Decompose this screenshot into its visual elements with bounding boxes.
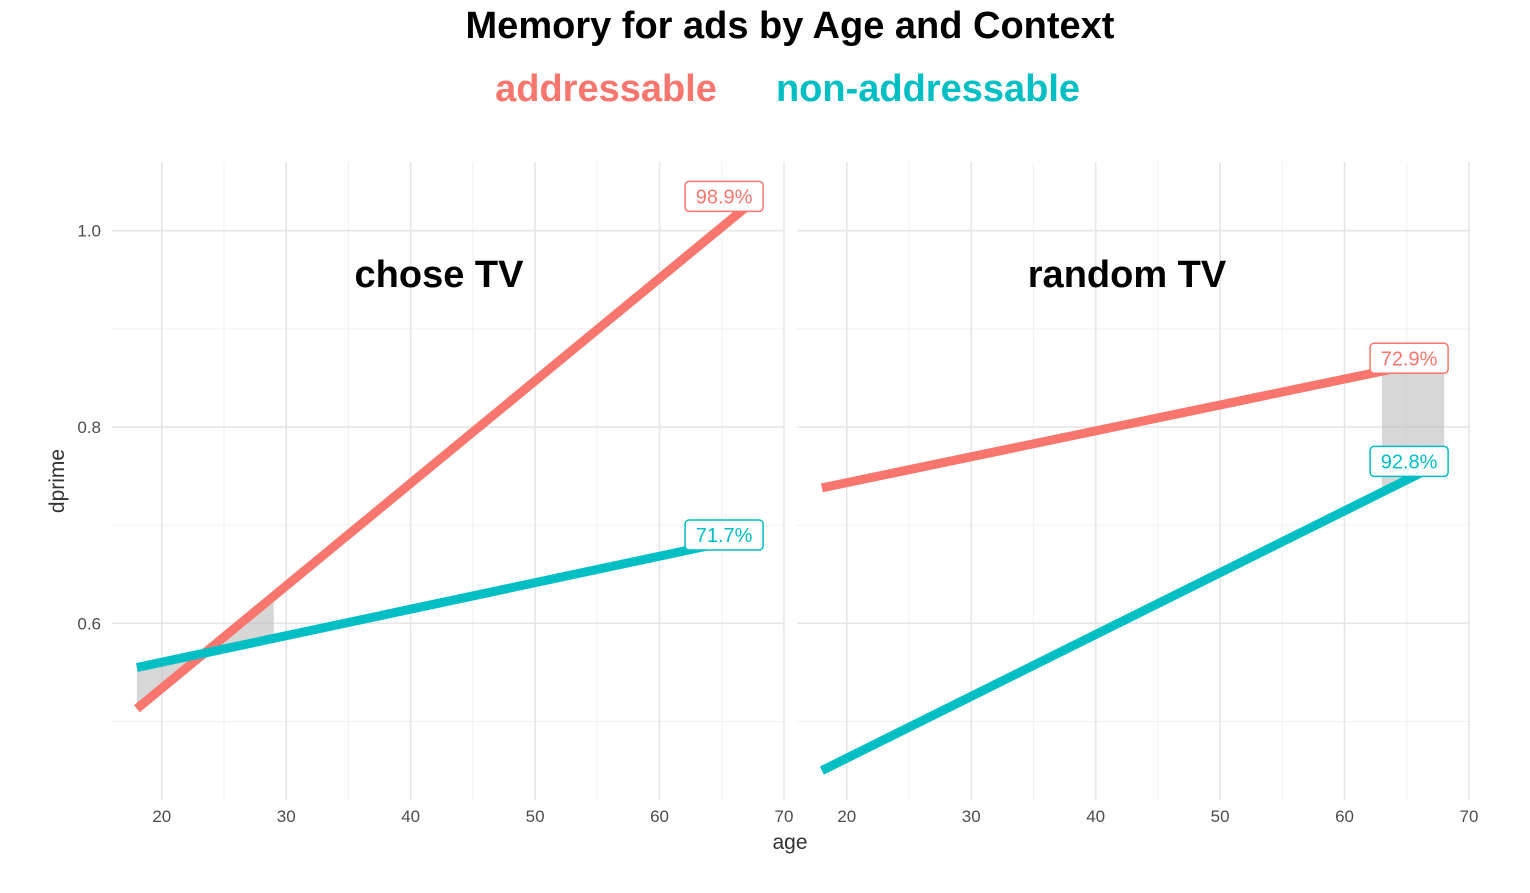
legend-entry-addressable: addressable: [495, 68, 717, 110]
legend-entry-non-addressable: non-addressable: [776, 68, 1080, 110]
end-label-non-addressable: 92.8%: [1369, 445, 1449, 478]
end-label-addressable: 98.9%: [684, 180, 764, 213]
x-tick-label: 30: [962, 807, 981, 826]
series-line-non-addressable: [135, 530, 761, 672]
series-line-non-addressable: [819, 457, 1447, 775]
x-tick-label: 70: [775, 807, 794, 826]
x-axis-label: age: [772, 831, 807, 854]
grid: [112, 162, 785, 800]
end-label-text: 72.9%: [1381, 348, 1438, 370]
series-line-addressable: [134, 192, 762, 713]
x-tick-label: 60: [650, 807, 669, 826]
panel-chose-tv: 98.9% 71.7% chose TV 20 30 40 50 60 70 0.6 0.8 1.0: [77, 162, 793, 826]
panel-label: random TV: [1028, 254, 1227, 296]
panels: 98.9% 71.7% chose TV 20 30 40 50 60 70 0.6 0.8 1.0 7…: [77, 162, 1478, 826]
end-label-text: 92.8%: [1381, 451, 1438, 473]
x-tick-label: 50: [1211, 807, 1230, 826]
x-tick-label: 70: [1460, 807, 1479, 826]
end-label-addressable: 72.9%: [1369, 342, 1449, 375]
panel-label: chose TV: [355, 254, 525, 296]
y-tick-label: 0.8: [77, 418, 101, 437]
end-label-text: 71.7%: [696, 525, 753, 547]
legend: addressable non-addressable: [495, 68, 1080, 110]
end-label-box: [1369, 445, 1449, 478]
panel-random-tv: 72.9% 92.8% random TV 20 30 40 50 60 70: [797, 162, 1478, 826]
x-tick-label: 40: [1086, 807, 1105, 826]
y-tick-label: 0.6: [77, 614, 101, 633]
chart-title: Memory for ads by Age and Context: [466, 5, 1115, 47]
x-tick-label: 20: [152, 807, 171, 826]
x-tick-label: 20: [837, 807, 856, 826]
series-line-addressable: [820, 353, 1446, 493]
end-label-box: [684, 519, 764, 551]
end-label-non-addressable: 71.7%: [684, 519, 764, 551]
end-label-box: [684, 180, 764, 213]
end-label-box: [1369, 342, 1449, 375]
y-tick-label: 1.0: [77, 222, 101, 241]
x-tick-label: 50: [526, 807, 545, 826]
x-tick-label: 60: [1335, 807, 1354, 826]
y-axis-label: dprime: [46, 449, 69, 513]
x-tick-label: 40: [401, 807, 420, 826]
x-tick-label: 30: [277, 807, 296, 826]
end-label-text: 98.9%: [696, 186, 753, 208]
